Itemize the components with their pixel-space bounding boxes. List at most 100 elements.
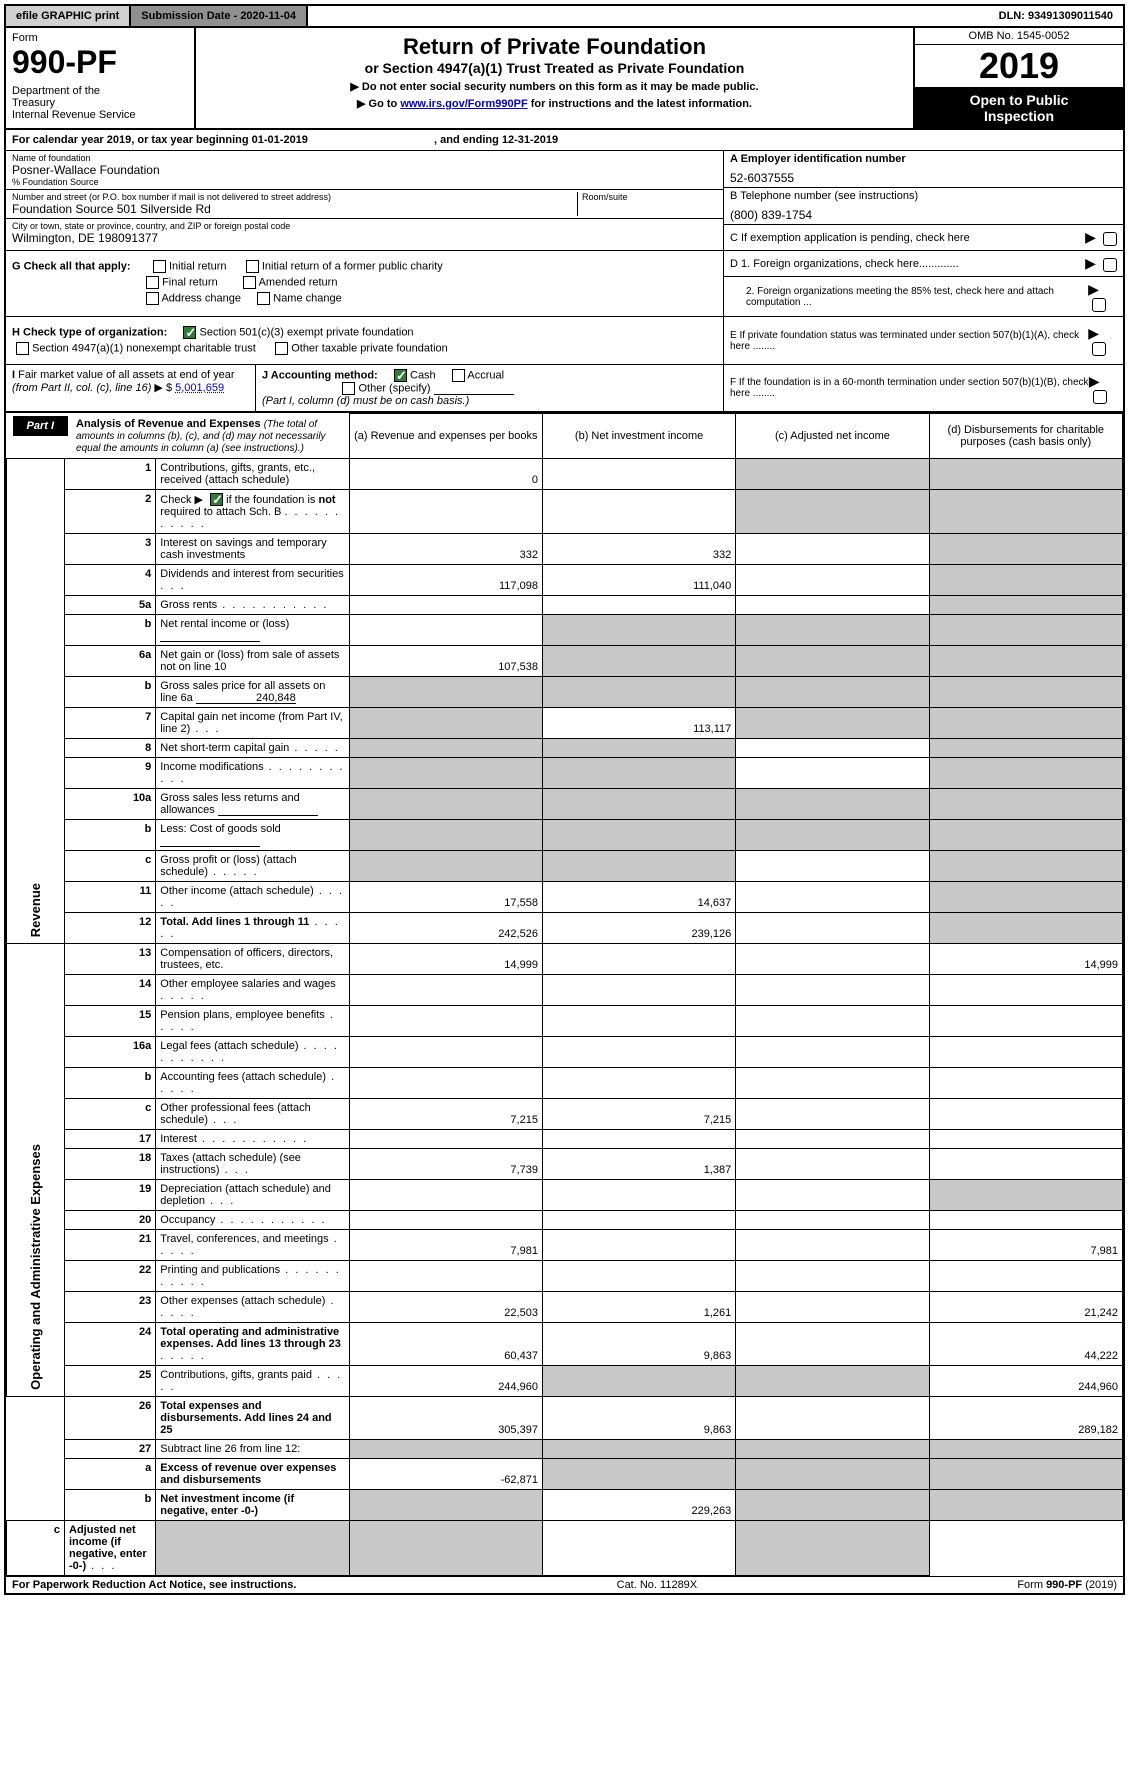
table-row: 7 Capital gain net income (from Part IV,… bbox=[7, 708, 1123, 739]
j-section: J Accounting method: Cash Accrual Other … bbox=[256, 365, 723, 411]
table-row: 23 Other expenses (attach schedule) 22,5… bbox=[7, 1292, 1123, 1323]
table-row: 27 Subtract line 26 from line 12: bbox=[7, 1440, 1123, 1459]
submission-date-button[interactable]: Submission Date - 2020-11-04 bbox=[131, 6, 308, 26]
page-footer: For Paperwork Reduction Act Notice, see … bbox=[6, 1576, 1123, 1593]
dln-label: DLN: 93491309011540 bbox=[989, 6, 1123, 26]
table-row: a Excess of revenue over expenses and di… bbox=[7, 1459, 1123, 1490]
amended-return-checkbox[interactable] bbox=[243, 276, 256, 289]
other-taxable-checkbox[interactable] bbox=[275, 342, 288, 355]
arrow-icon: ▶ bbox=[1088, 325, 1099, 341]
fmv-value: 5,001,659 bbox=[175, 382, 224, 394]
ein-row: A Employer identification number 52-6037… bbox=[724, 151, 1123, 188]
4947a1-checkbox[interactable] bbox=[16, 342, 29, 355]
col-d-header: (d) Disbursements for charitable purpose… bbox=[929, 414, 1122, 459]
e-section: E If private foundation status was termi… bbox=[723, 317, 1123, 364]
table-row: 25 Contributions, gifts, grants paid 244… bbox=[7, 1366, 1123, 1397]
table-row: Revenue 1 Contributions, gifts, grants, … bbox=[7, 458, 1123, 489]
form-title: Return of Private Foundation bbox=[202, 34, 907, 60]
60month-checkbox[interactable] bbox=[1093, 390, 1107, 404]
arrow-icon: ▶ bbox=[1085, 229, 1096, 245]
dept-label: Department of theTreasuryInternal Revenu… bbox=[12, 85, 188, 121]
table-row: 11 Other income (attach schedule) 17,558… bbox=[7, 882, 1123, 913]
table-row: c Other professional fees (attach schedu… bbox=[7, 1099, 1123, 1130]
entity-right: A Employer identification number 52-6037… bbox=[723, 151, 1123, 250]
omb-number: OMB No. 1545-0052 bbox=[915, 28, 1123, 45]
table-header-row: Part I Analysis of Revenue and Expenses … bbox=[7, 414, 1123, 459]
foreign-85-checkbox[interactable] bbox=[1092, 298, 1106, 312]
table-row: 8 Net short-term capital gain bbox=[7, 739, 1123, 758]
care-of: % Foundation Source bbox=[12, 177, 717, 187]
table-row: 18 Taxes (attach schedule) (see instruct… bbox=[7, 1149, 1123, 1180]
ein-value: 52-6037555 bbox=[730, 171, 1117, 185]
city-row: City or town, state or province, country… bbox=[6, 219, 723, 247]
table-row: 4 Dividends and interest from securities… bbox=[7, 565, 1123, 596]
section-h-e: H Check type of organization: Section 50… bbox=[6, 317, 1123, 365]
section-ijf: I Fair market value of all assets at end… bbox=[6, 365, 1123, 413]
entity-section: Name of foundation Posner-Wallace Founda… bbox=[6, 151, 1123, 251]
cash-checkbox[interactable] bbox=[394, 369, 407, 382]
table-row: 17 Interest bbox=[7, 1130, 1123, 1149]
accrual-checkbox[interactable] bbox=[452, 369, 465, 382]
table-row: 21 Travel, conferences, and meetings 7,9… bbox=[7, 1230, 1123, 1261]
form-label: Form bbox=[12, 32, 188, 44]
col-a-header: (a) Revenue and expenses per books bbox=[349, 414, 542, 459]
exemption-checkbox[interactable] bbox=[1103, 232, 1117, 246]
footer-left: For Paperwork Reduction Act Notice, see … bbox=[12, 1579, 296, 1591]
g-section: G Check all that apply: Initial return I… bbox=[6, 251, 723, 316]
table-row: b Net investment income (if negative, en… bbox=[7, 1490, 1123, 1521]
sch-b-checkbox[interactable] bbox=[210, 493, 223, 506]
status-terminated-checkbox[interactable] bbox=[1092, 342, 1106, 356]
table-row: 15 Pension plans, employee benefits bbox=[7, 1006, 1123, 1037]
table-row: 20 Occupancy bbox=[7, 1211, 1123, 1230]
efile-print-button[interactable]: efile GRAPHIC print bbox=[6, 6, 131, 26]
room-suite-label: Room/suite bbox=[582, 192, 717, 202]
col-b-header: (b) Net investment income bbox=[542, 414, 735, 459]
foundation-name: Posner-Wallace Foundation bbox=[12, 163, 717, 177]
table-row: 3 Interest on savings and temporary cash… bbox=[7, 534, 1123, 565]
entity-left: Name of foundation Posner-Wallace Founda… bbox=[6, 151, 723, 250]
street-row: Number and street (or P.O. box number if… bbox=[6, 190, 723, 219]
table-row: 10a Gross sales less returns and allowan… bbox=[7, 789, 1123, 820]
table-row: b Net rental income or (loss) bbox=[7, 615, 1123, 646]
instr-1: ▶ Do not enter social security numbers o… bbox=[202, 80, 907, 93]
table-row: 19 Depreciation (attach schedule) and de… bbox=[7, 1180, 1123, 1211]
table-row: 22 Printing and publications bbox=[7, 1261, 1123, 1292]
initial-former-checkbox[interactable] bbox=[246, 260, 259, 273]
table-row: 2 Check ▶ if the foundation is not requi… bbox=[7, 489, 1123, 534]
arrow-icon: ▶ bbox=[1088, 281, 1099, 297]
i-section: I Fair market value of all assets at end… bbox=[6, 365, 256, 411]
address-change-checkbox[interactable] bbox=[146, 292, 159, 305]
arrow-icon: ▶ bbox=[1085, 255, 1096, 271]
table-row: 26 Total expenses and disbursements. Add… bbox=[7, 1397, 1123, 1440]
footer-mid: Cat. No. 11289X bbox=[617, 1579, 698, 1591]
initial-return-checkbox[interactable] bbox=[153, 260, 166, 273]
table-row: b Accounting fees (attach schedule) bbox=[7, 1068, 1123, 1099]
open-public-badge: Open to PublicInspection bbox=[915, 88, 1123, 128]
other-method-checkbox[interactable] bbox=[342, 382, 355, 395]
topbar: efile GRAPHIC print Submission Date - 20… bbox=[6, 6, 1123, 28]
form-page: efile GRAPHIC print Submission Date - 20… bbox=[4, 4, 1125, 1595]
form990pf-link[interactable]: www.irs.gov/Form990PF bbox=[400, 98, 527, 110]
part-title: Analysis of Revenue and Expenses (The to… bbox=[68, 414, 349, 458]
instr-2: ▶ Go to www.irs.gov/Form990PF for instru… bbox=[202, 97, 907, 110]
f-section: F If the foundation is in a 60-month ter… bbox=[723, 365, 1123, 411]
final-return-checkbox[interactable] bbox=[146, 276, 159, 289]
name-change-checkbox[interactable] bbox=[257, 292, 270, 305]
table-row: c Gross profit or (loss) (attach schedul… bbox=[7, 851, 1123, 882]
tax-year: 2019 bbox=[915, 45, 1123, 88]
d-section: D 1. Foreign organizations, check here..… bbox=[723, 251, 1123, 316]
header-left: Form 990-PF Department of theTreasuryInt… bbox=[6, 28, 196, 128]
city-state-zip: Wilmington, DE 198091377 bbox=[12, 231, 717, 245]
foreign-org-checkbox[interactable] bbox=[1103, 258, 1117, 272]
table-row: 12 Total. Add lines 1 through 11 242,526… bbox=[7, 913, 1123, 944]
table-row: b Less: Cost of goods sold bbox=[7, 820, 1123, 851]
table-row: 24 Total operating and administrative ex… bbox=[7, 1323, 1123, 1366]
part-badge: Part I bbox=[13, 416, 69, 436]
form-header: Form 990-PF Department of theTreasuryInt… bbox=[6, 28, 1123, 130]
exemption-row: C If exemption application is pending, c… bbox=[724, 225, 1123, 250]
form-subtitle: or Section 4947(a)(1) Trust Treated as P… bbox=[202, 60, 907, 76]
501c3-checkbox[interactable] bbox=[183, 326, 196, 339]
footer-right: Form 990-PF (2019) bbox=[1017, 1579, 1117, 1591]
part1-table: Part I Analysis of Revenue and Expenses … bbox=[6, 413, 1123, 1576]
section-g-d: G Check all that apply: Initial return I… bbox=[6, 251, 1123, 317]
